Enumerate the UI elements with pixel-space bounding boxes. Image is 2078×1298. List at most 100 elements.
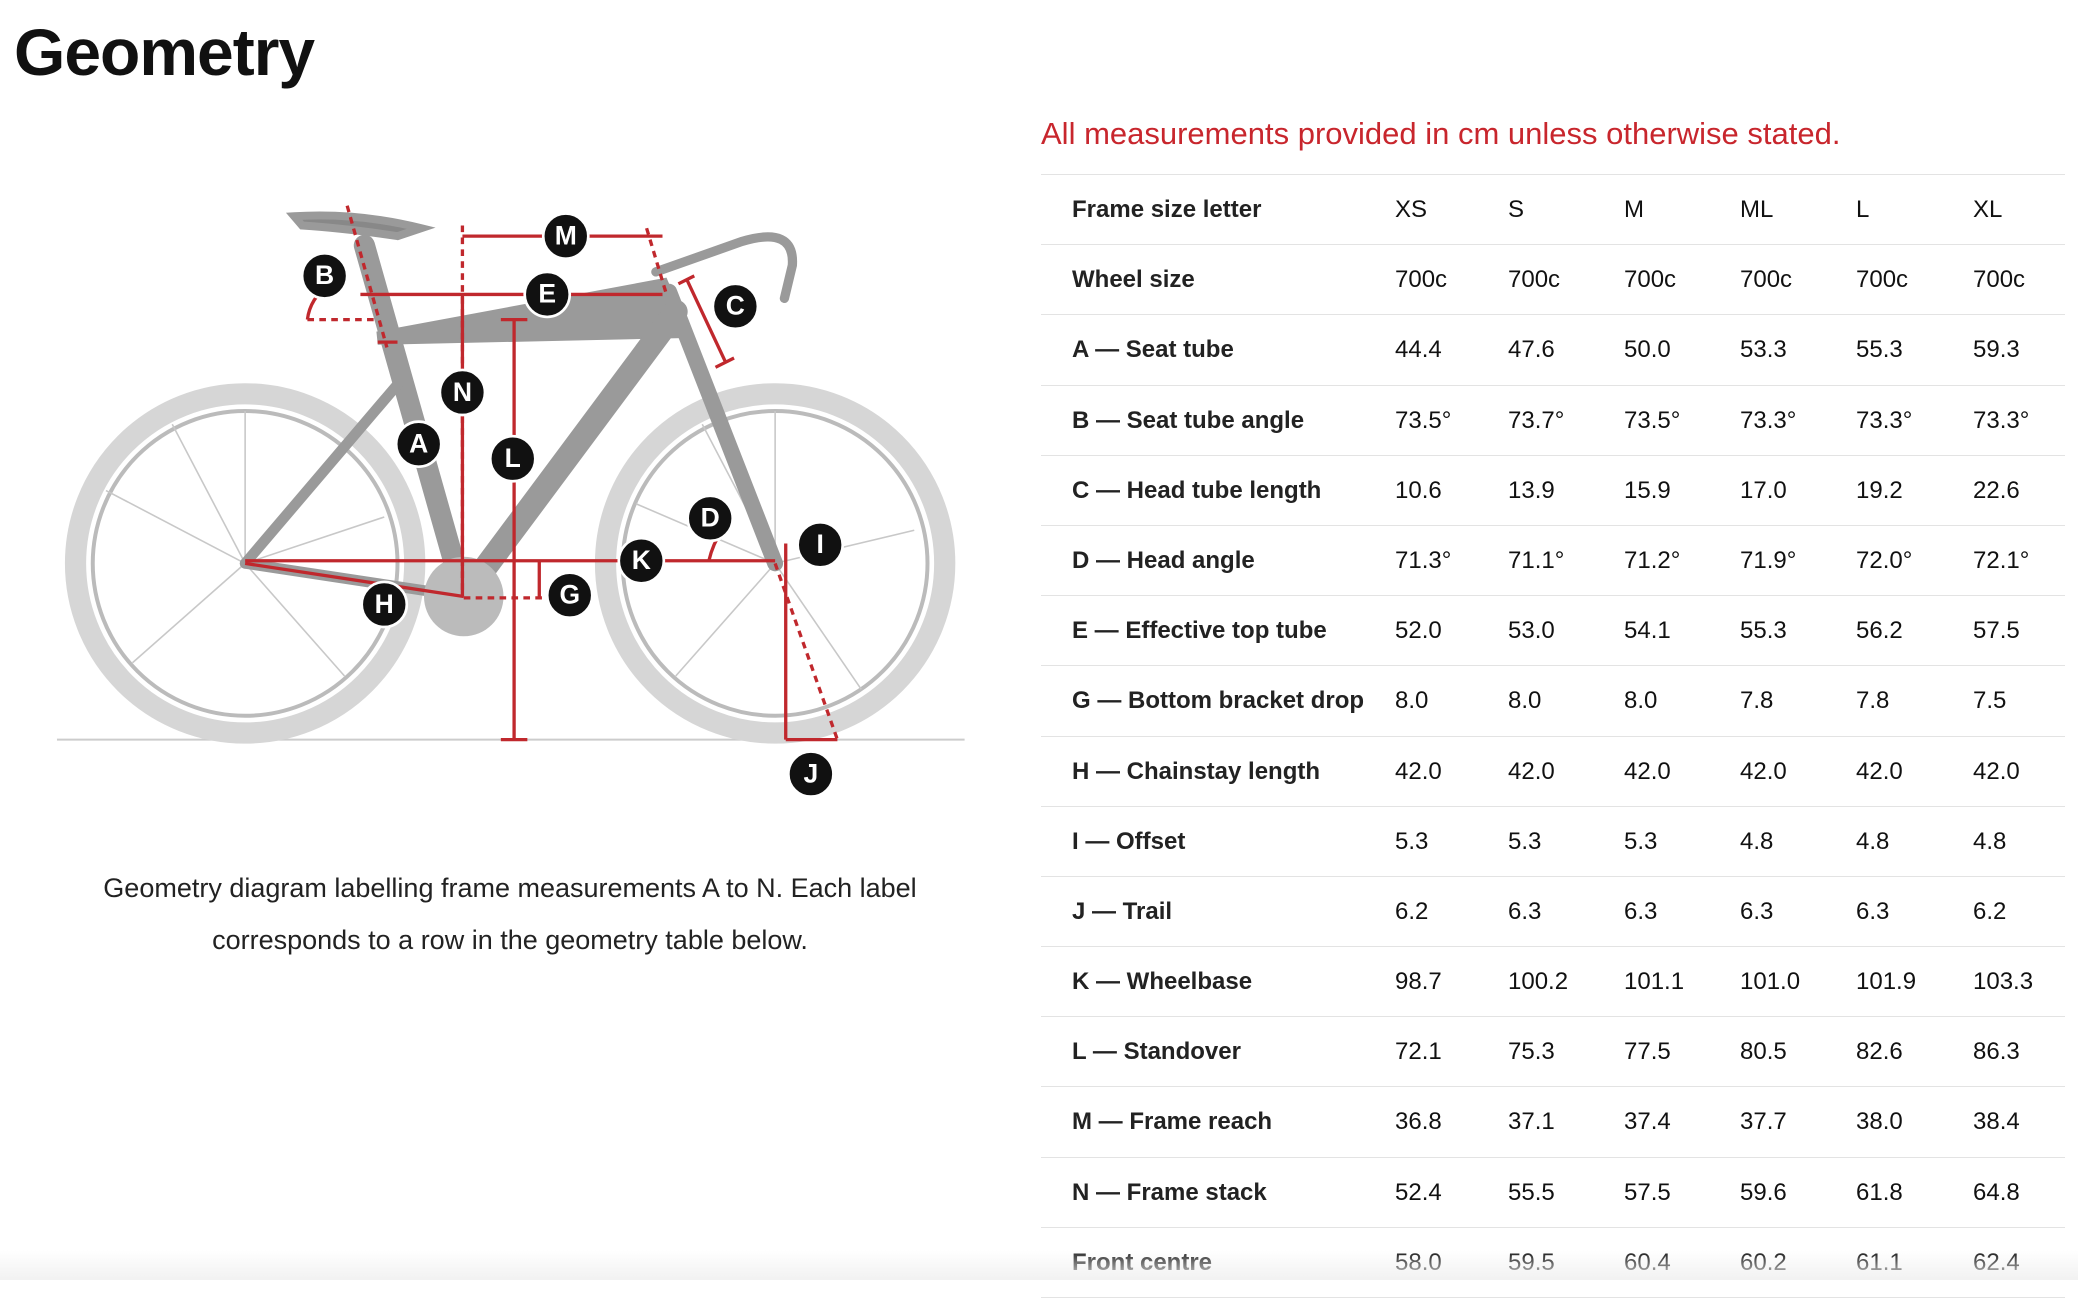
table-row: G — Bottom bracket drop 8.0 8.0 8.0 7.8 7.8 7.… <box>1041 666 2065 737</box>
cell: 22.6 <box>1973 476 2020 504</box>
cell: 73.3° <box>1740 406 1797 434</box>
label-badge <box>617 536 666 585</box>
label-badge <box>488 434 537 483</box>
page-title: Geometry <box>14 15 315 89</box>
label-badge <box>394 420 443 469</box>
cell: 7.8 <box>1740 687 1774 715</box>
cell: 77.5 <box>1624 1038 1671 1066</box>
row-label: L — Standover <box>1072 1038 1241 1066</box>
cell: 42.0 <box>1740 757 1787 785</box>
row-label: G — Bottom bracket drop <box>1072 687 1365 715</box>
cell: 73.5° <box>1395 406 1452 434</box>
table-row: M — Frame reach 36.8 37.1 37.4 37.7 38.0 38.4 <box>1041 1087 2065 1158</box>
cell: 700c <box>1395 266 1448 294</box>
cell: 80.5 <box>1740 1038 1787 1066</box>
cell: 8.0 <box>1395 687 1429 715</box>
cell: 5.3 <box>1395 827 1429 855</box>
cell: 52.0 <box>1395 617 1442 645</box>
cell: XS <box>1395 196 1428 223</box>
cell: 7.8 <box>1856 687 1890 715</box>
cell: 44.4 <box>1395 336 1442 364</box>
table-row: L — Standover 72.1 75.3 77.5 80.5 82.6 86.3 <box>1041 1017 2065 1088</box>
diagram-label: D <box>701 503 720 533</box>
row-label: Frame size letter <box>1072 196 1262 223</box>
cell: 6.2 <box>1395 897 1429 925</box>
cell: 59.6 <box>1740 1178 1787 1206</box>
label-badge <box>438 368 487 417</box>
label-badge <box>711 282 760 331</box>
table-row: N — Frame stack 52.4 55.5 57.5 59.6 61.8 64.8 <box>1041 1158 2065 1228</box>
cell: 82.6 <box>1856 1038 1903 1066</box>
row-label: N — Frame stack <box>1072 1178 1267 1206</box>
cell: 100.2 <box>1508 968 1569 996</box>
cell: 8.0 <box>1624 687 1658 715</box>
cell: 7.5 <box>1973 687 2007 715</box>
cell: 73.3° <box>1856 406 1913 434</box>
row-label: M — Frame reach <box>1072 1108 1273 1136</box>
cell: XL <box>1973 196 2003 223</box>
geometry-table: Frame size letter XS S M ML L XL Wheel size 700c… <box>1041 174 2065 1298</box>
label-badge <box>787 750 835 798</box>
row-label: H — Chainstay length <box>1072 757 1321 785</box>
cell: 42.0 <box>1624 757 1671 785</box>
cell: 54.1 <box>1624 617 1671 645</box>
row-label: I — Offset <box>1072 827 1186 855</box>
cell: S <box>1508 196 1525 223</box>
row-label: E — Effective top tube <box>1072 617 1327 645</box>
measurement-note: All measurements provided in cm unless o… <box>1041 116 1841 151</box>
cell: 42.0 <box>1973 757 2020 785</box>
diagram-label: G <box>559 580 580 610</box>
cell: 19.2 <box>1856 476 1903 504</box>
header-row: Frame size letter XS S M ML L XL <box>1041 175 2065 246</box>
row-label: Wheel size <box>1072 266 1195 294</box>
cell: 42.0 <box>1395 757 1442 785</box>
cell: 37.7 <box>1740 1108 1787 1136</box>
diagram-caption: Geometry diagram labelling frame measure… <box>103 873 917 955</box>
cell: 73.3° <box>1973 406 2030 434</box>
cell: 64.8 <box>1973 1178 2020 1206</box>
row-label: A — Seat tube <box>1072 336 1234 364</box>
geometry-diagram: B ME C NA L D K I H G J <box>56 205 965 798</box>
cell: 13.9 <box>1508 476 1555 504</box>
cell: 72.0° <box>1856 546 1913 574</box>
cell: 6.3 <box>1508 897 1542 925</box>
cell: 57.5 <box>1624 1178 1671 1206</box>
diagram-label: B <box>315 260 334 290</box>
cell: 103.3 <box>1973 968 2034 996</box>
cell: 61.8 <box>1856 1178 1903 1206</box>
cell: 700c <box>1740 266 1793 294</box>
cell: 6.3 <box>1624 897 1658 925</box>
cell: 37.4 <box>1624 1108 1671 1136</box>
cell: M <box>1624 196 1644 223</box>
cell: 42.0 <box>1856 757 1903 785</box>
cell: 72.1° <box>1973 546 2030 574</box>
table-row: D — Head angle 71.3° 71.1° 71.2° 71.9° 72.0° 7… <box>1041 526 2065 597</box>
cell: 59.3 <box>1973 336 2020 364</box>
row-label: D — Head angle <box>1072 546 1255 574</box>
cell: 50.0 <box>1624 336 1671 364</box>
cell: 38.4 <box>1973 1108 2020 1136</box>
cell: 56.2 <box>1856 617 1903 645</box>
cell: 71.1° <box>1508 546 1565 574</box>
cell: 101.9 <box>1856 968 1917 996</box>
cell: 37.1 <box>1508 1108 1555 1136</box>
cell: 6.2 <box>1973 897 2007 925</box>
cell: 53.3 <box>1740 336 1787 364</box>
diagram-label: E <box>538 279 556 309</box>
cell: 42.0 <box>1508 757 1555 785</box>
cell: 71.2° <box>1624 546 1681 574</box>
cell: 700c <box>1856 266 1909 294</box>
diagram-label: L <box>505 443 521 473</box>
label-badge <box>796 521 845 569</box>
table-row: A — Seat tube 44.4 47.6 50.0 53.3 55.3 59.3 <box>1041 315 2065 386</box>
cell: 4.8 <box>1856 827 1890 855</box>
row-label: C — Head tube length <box>1072 476 1322 504</box>
cell: ML <box>1740 196 1774 223</box>
cell: 101.0 <box>1740 968 1801 996</box>
cell: 71.9° <box>1740 546 1797 574</box>
cell: 5.3 <box>1624 827 1658 855</box>
label-badge <box>523 270 572 319</box>
table-row: B — Seat tube angle 73.5° 73.7° 73.5° 73.3° 7… <box>1041 386 2065 456</box>
table-row: C — Head tube length 10.6 13.9 15.9 17.0 19.2… <box>1041 456 2065 526</box>
